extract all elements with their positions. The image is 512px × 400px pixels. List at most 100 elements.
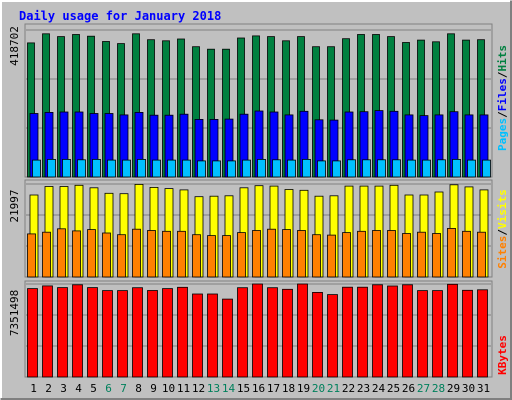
x-tick-label-30: 30: [462, 382, 475, 395]
bar-sites-day-22: [342, 232, 351, 278]
bar-pages-day-25: [392, 159, 401, 178]
bar-pages-day-9: [152, 159, 161, 178]
x-tick-label-1: 1: [30, 382, 37, 395]
bar-sites-day-1: [27, 233, 36, 278]
bar-pages-day-14: [227, 160, 236, 178]
bar-kbytes-day-29: [447, 283, 458, 378]
bar-pages-day-19: [302, 158, 311, 178]
bar-sites-day-11: [177, 230, 186, 278]
bar-sites-day-15: [237, 232, 246, 278]
bar-sites-day-13: [207, 235, 216, 278]
legend-word: Visits: [496, 189, 509, 229]
bar-sites-day-27: [417, 231, 426, 278]
bar-pages-day-3: [62, 158, 71, 178]
x-tick-label-2: 2: [45, 382, 52, 395]
bar-sites-day-31: [477, 231, 486, 278]
bar-sites-day-8: [132, 228, 141, 278]
x-tick-label-13: 13: [207, 382, 220, 395]
bar-kbytes-day-26: [402, 284, 413, 378]
bar-pages-day-30: [467, 159, 476, 178]
x-tick-label-3: 3: [60, 382, 67, 395]
bar-pages-day-28: [437, 159, 446, 178]
bar-kbytes-day-25: [387, 285, 398, 378]
bar-kbytes-day-2: [42, 285, 53, 378]
x-tick-label-7: 7: [120, 382, 127, 395]
x-tick-label-18: 18: [282, 382, 295, 395]
bar-kbytes-day-20: [312, 291, 323, 378]
bar-kbytes-day-13: [207, 293, 218, 378]
x-tick-label-5: 5: [90, 382, 97, 395]
y-tick-label-hits: 418702: [8, 26, 21, 66]
x-tick-label-4: 4: [75, 382, 82, 395]
bar-sites-day-9: [147, 230, 156, 278]
x-tick-label-29: 29: [447, 382, 460, 395]
x-tick-label-11: 11: [177, 382, 190, 395]
bar-pages-day-27: [422, 159, 431, 178]
bar-sites-day-2: [42, 231, 51, 278]
bar-kbytes-day-14: [222, 298, 233, 378]
bar-pages-day-10: [167, 159, 176, 178]
bar-pages-day-15: [242, 159, 251, 178]
x-tick-label-6: 6: [105, 382, 112, 395]
bar-pages-day-21: [332, 160, 341, 178]
legend-word: /: [496, 111, 509, 118]
bar-pages-day-2: [47, 158, 56, 178]
bar-kbytes-day-22: [342, 286, 353, 378]
bar-kbytes-day-4: [72, 284, 83, 378]
bar-kbytes-day-19: [297, 283, 308, 378]
legend-word: Sites: [496, 236, 509, 269]
bar-sites-day-6: [102, 232, 111, 278]
bar-kbytes-day-8: [132, 287, 143, 378]
bar-pages-day-5: [92, 158, 101, 178]
x-tick-label-16: 16: [252, 382, 265, 395]
bar-pages-day-22: [347, 159, 356, 178]
bar-pages-day-16: [257, 158, 266, 178]
legend-bottom: KBytes: [496, 335, 509, 375]
x-axis-labels: 1 2 3 4 5 6 7 8 9 10 11 12 13 14 15 16 17 18 19 20 21 22 23 24 2…: [30, 382, 490, 395]
bar-pages-day-12: [197, 160, 206, 178]
x-tick-label-25: 25: [387, 382, 400, 395]
bar-sites-day-21: [327, 234, 336, 278]
bar-sites-day-26: [402, 233, 411, 278]
bar-sites-day-25: [387, 230, 396, 278]
x-tick-label-23: 23: [357, 382, 370, 395]
legend-word: /: [496, 71, 509, 78]
legend-word: /: [496, 229, 509, 236]
bar-pages-day-1: [32, 159, 41, 178]
bar-pages-day-17: [272, 159, 281, 178]
bars-layer: [27, 33, 491, 378]
bar-kbytes-day-28: [432, 290, 443, 378]
bar-sites-day-30: [462, 230, 471, 278]
bar-sites-day-29: [447, 227, 456, 278]
bar-pages-day-11: [182, 159, 191, 178]
bar-sites-day-4: [72, 230, 81, 278]
legend-word: Pages: [496, 118, 509, 151]
bar-pages-day-26: [407, 159, 416, 178]
x-tick-label-19: 19: [297, 382, 310, 395]
bar-kbytes-day-16: [252, 283, 263, 378]
bar-kbytes-day-7: [117, 290, 128, 378]
legend-word: KBytes: [496, 335, 509, 375]
bar-kbytes-day-27: [417, 290, 428, 378]
x-tick-label-21: 21: [327, 382, 340, 395]
x-tick-label-27: 27: [417, 382, 430, 395]
bar-kbytes-day-3: [57, 287, 68, 378]
y-tick-label-visits: 21997: [8, 189, 21, 222]
x-tick-label-28: 28: [432, 382, 445, 395]
bar-sites-day-14: [222, 235, 231, 278]
bar-kbytes-day-12: [192, 293, 203, 378]
bar-sites-day-24: [372, 230, 381, 278]
bar-sites-day-12: [192, 234, 201, 278]
bar-kbytes-day-10: [162, 288, 173, 378]
legend-middle: Sites/Visits: [496, 189, 509, 269]
bar-sites-day-3: [57, 228, 66, 278]
x-tick-label-12: 12: [192, 382, 205, 395]
bar-sites-day-19: [297, 230, 306, 278]
chart-title: Daily usage for January 2018: [19, 9, 221, 23]
bar-pages-day-29: [452, 158, 461, 178]
y-tick-label-kbytes: 7351498: [8, 290, 21, 336]
bar-pages-day-20: [317, 160, 326, 178]
bar-pages-day-24: [377, 159, 386, 178]
